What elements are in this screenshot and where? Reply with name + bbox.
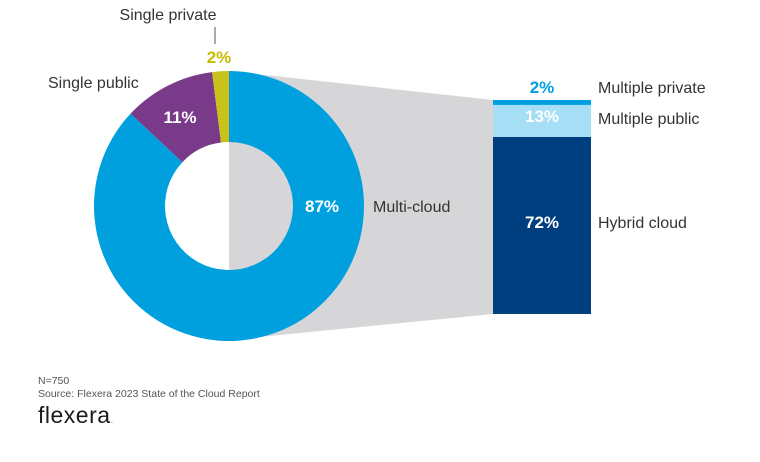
donut-category-multi-cloud: Multi-cloud <box>373 199 450 216</box>
sample-size: N=750 <box>38 375 70 387</box>
donut-value-single-private: 2% <box>207 48 232 67</box>
donut-value-multi-cloud: 87% <box>305 197 339 216</box>
flexera-logo: flexera. <box>38 402 114 428</box>
donut-slice-single-public <box>130 72 221 163</box>
bar-category-multiple-public: Multiple public <box>598 111 699 128</box>
donut-slice-multi-cloud <box>93 71 364 341</box>
bar-value-multiple-public: 13% <box>525 107 559 126</box>
bar-segment-hybrid-cloud <box>493 136 591 314</box>
donut-category-single-public: Single public <box>48 75 139 92</box>
bar-value-hybrid-cloud: 72% <box>525 213 559 232</box>
donut-slice-single-private <box>212 71 229 143</box>
bar-category-hybrid-cloud: Hybrid cloud <box>598 215 687 232</box>
source-note: Source: Flexera 2023 State of the Cloud … <box>38 388 260 400</box>
brand-wordmark: flexera <box>38 402 111 428</box>
bar-value-multiple-private: 2% <box>530 78 555 97</box>
donut-value-single-public: 11% <box>163 108 196 127</box>
chart-footer: N=750 Source: Flexera 2023 State of the … <box>38 375 260 401</box>
bar-segment-multiple-private <box>493 100 591 105</box>
donut-category-single-private: Single private <box>120 7 217 24</box>
bar-segment-multiple-public <box>493 104 591 137</box>
bar-category-multiple-private: Multiple private <box>598 80 706 97</box>
